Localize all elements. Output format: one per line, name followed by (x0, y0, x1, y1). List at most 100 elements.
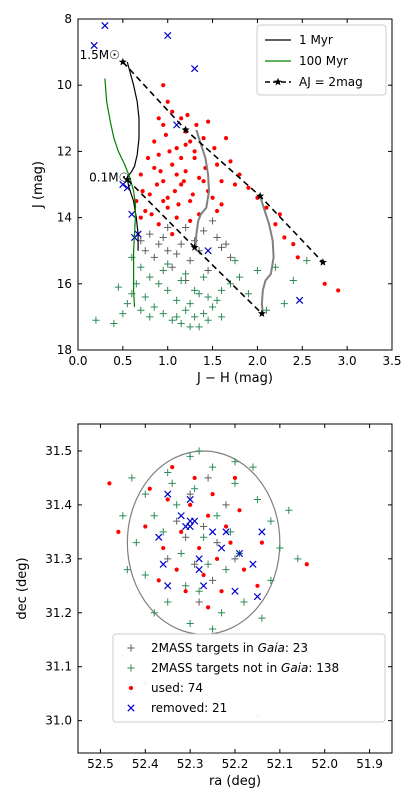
sky-point (116, 529, 121, 534)
sky-ytick-label: 31.0 (45, 714, 72, 728)
cmd-point (219, 179, 224, 184)
cmd-point (185, 112, 190, 118)
cmd-point (173, 296, 181, 304)
sky-point (177, 512, 185, 520)
cmd-point (246, 185, 251, 190)
sky-point (195, 565, 203, 574)
sky-point (164, 555, 172, 563)
cmd-point (194, 122, 199, 128)
isochrone-line (104, 78, 136, 308)
cmd-point (165, 99, 170, 104)
cmd-point (188, 139, 193, 144)
sky-series-2mass-targets-in-gaia (164, 474, 239, 606)
cmd-xtick-label: 2.5 (293, 354, 312, 368)
sky-point (177, 549, 185, 558)
cmd-point (152, 139, 157, 144)
sky-point (240, 598, 248, 606)
sky-ytick-label: 31.3 (45, 552, 72, 566)
sky-point (164, 598, 172, 606)
extinction-vector-star (181, 125, 190, 134)
sky-point (235, 549, 244, 558)
sky-point (191, 485, 199, 493)
sky-point (258, 528, 266, 536)
cmd-point (170, 109, 175, 114)
cmd-point (161, 122, 166, 128)
cmd-panel: 1.5M☉ 0.1M☉ 0.0 0.5 1.0 1.5 2.0 2.5 3.0 3.5 8 10 12 1… (31, 12, 402, 386)
sky-point (232, 475, 238, 481)
cmd-point (114, 283, 122, 291)
sky-ytick-label: 31.5 (45, 444, 72, 458)
cmd-point (182, 306, 190, 314)
sky-point (249, 463, 257, 471)
cmd-point (244, 290, 253, 298)
extinction-vector-star (190, 243, 199, 251)
cmd-ytick-label: 18 (57, 343, 72, 357)
sky-legend-label: 2MASS targets in Gaia: 23 (151, 641, 308, 655)
cmd-point (235, 273, 244, 281)
cmd-point (119, 180, 127, 189)
cmd-legend-star (274, 77, 282, 86)
cmd-xtick-label: 2.0 (248, 354, 267, 368)
sky-point (222, 501, 230, 509)
sky-point (150, 609, 158, 617)
sky-xtick-label: 52.1 (266, 757, 293, 771)
cmd-point (128, 210, 136, 218)
cmd-point (110, 319, 118, 328)
sky-point (107, 481, 112, 486)
reddened-isochrone-line (194, 129, 211, 248)
cmd-point (291, 241, 296, 247)
cmd-ytick-label: 10 (57, 78, 72, 92)
cmd-series-2mass-targets-not-in-gaia (92, 253, 311, 331)
sky-series-2mass-targets-not-in-gaia (119, 447, 302, 633)
sky-point (253, 495, 262, 504)
cmd-point (186, 323, 194, 331)
sky-point (294, 555, 302, 563)
sky-xtick-label: 52.2 (222, 757, 249, 771)
sky-point (191, 560, 199, 568)
cmd-legend-box (256, 24, 387, 96)
sky-legend-marker (127, 644, 135, 652)
cmd-point (168, 316, 176, 324)
sky-point (285, 506, 293, 514)
sky-legend-label: used: 74 (151, 681, 203, 695)
cmd-point (146, 230, 154, 238)
sky-point (164, 490, 172, 498)
sky-ytick-label: 31.4 (45, 498, 72, 512)
cmd-point (90, 41, 98, 50)
cmd-point (101, 21, 109, 30)
sky-point (223, 524, 229, 529)
cmd-point (174, 215, 179, 220)
cmd-point (277, 212, 282, 217)
cmd-point (200, 309, 208, 318)
cmd-point (149, 212, 154, 217)
cmd-point (303, 257, 311, 265)
cmd-point (253, 266, 262, 275)
sky-legend-label: removed: 21 (151, 701, 227, 715)
cmd-point (128, 253, 136, 261)
sky-point (267, 517, 275, 525)
cmd-point (192, 155, 197, 161)
cmd-point (173, 250, 181, 258)
sky-point (143, 524, 148, 529)
extinction-vector-star (123, 175, 132, 183)
cmd-point (195, 290, 203, 298)
sky-point (159, 528, 167, 536)
sky-point (205, 605, 211, 610)
sky-point (231, 555, 239, 563)
sky-point (174, 567, 179, 572)
sky-panel: 52.5 52.4 52.3 52.2 52.1 52.0 51.9 31.0 31.1 31.2… (15, 423, 393, 789)
cmd-point (183, 142, 188, 147)
sky-point (210, 492, 215, 497)
sky-point (164, 582, 172, 590)
cmd-point (165, 195, 170, 200)
cmd-point (179, 155, 184, 161)
cmd-point (183, 169, 188, 174)
sky-point (231, 587, 239, 595)
sky-point (222, 528, 230, 536)
sky-point (164, 468, 172, 477)
cmd-xtick-label: 0.5 (113, 354, 132, 368)
sky-point (188, 502, 193, 508)
sky-point (208, 625, 217, 633)
sky-ytick-label: 31.1 (45, 660, 72, 674)
cmd-point (155, 280, 163, 288)
